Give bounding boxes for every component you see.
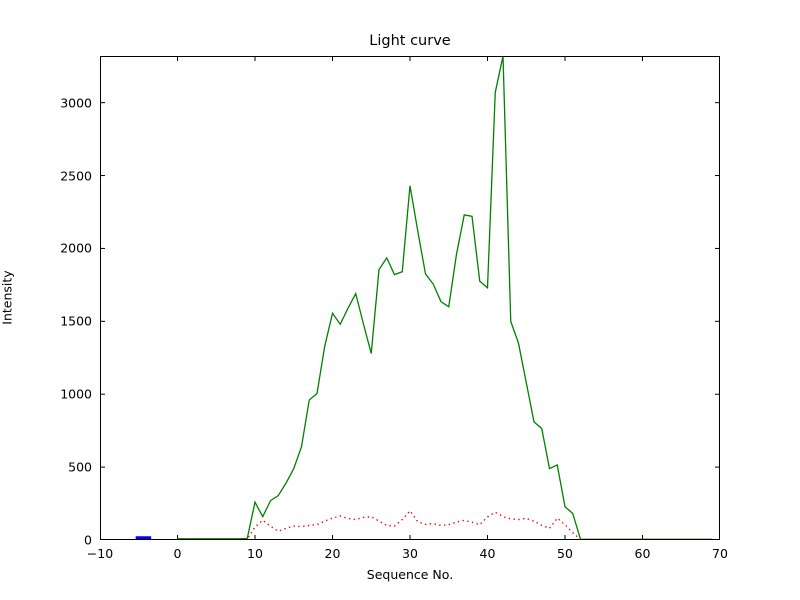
y-tick-label: 0 <box>84 532 92 548</box>
y-tick-label: 2500 <box>60 168 92 184</box>
plot-area <box>100 56 720 540</box>
y-tick-label: 500 <box>68 459 92 475</box>
chart-title: Light curve <box>369 33 451 49</box>
y-axis-label: Intensity <box>0 270 15 325</box>
x-tick-label: 70 <box>712 546 728 561</box>
y-tick-label: 1000 <box>60 386 92 402</box>
x-tick-label: 50 <box>557 546 573 561</box>
x-axis-label: Sequence No. <box>366 567 454 582</box>
y-tick-label: 3000 <box>60 95 92 111</box>
x-tick-label: 40 <box>479 546 496 561</box>
x-tick-label: 20 <box>324 546 341 561</box>
x-tick-label: 30 <box>402 546 418 561</box>
y-tick-label: 1500 <box>60 313 92 329</box>
x-tick-label: 10 <box>247 546 263 561</box>
x-tick-label: 0 <box>173 546 182 561</box>
axes-frame <box>100 56 720 540</box>
background-level-series <box>177 509 713 540</box>
plot-svg <box>100 56 720 540</box>
x-tick-label: 60 <box>634 546 651 561</box>
y-tick-label: 2000 <box>60 240 92 256</box>
light-curve-series <box>177 56 713 540</box>
x-tick-label: −10 <box>86 546 114 561</box>
